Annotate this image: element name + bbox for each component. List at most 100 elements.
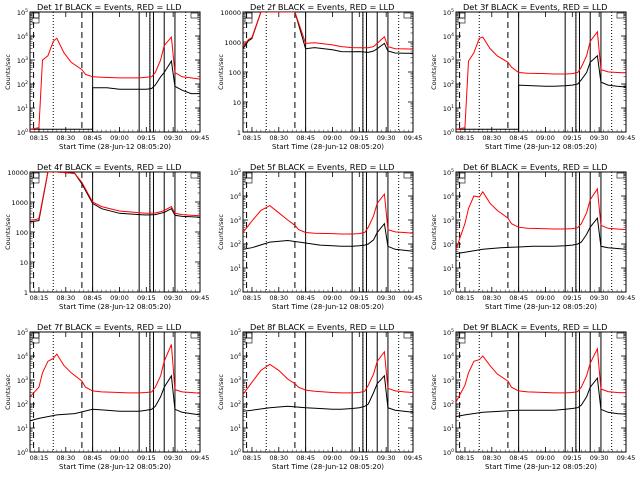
y-axis-label: Counts/sec [430, 214, 438, 250]
legend-box-events [31, 172, 40, 179]
y-tick-label: 104 [443, 352, 454, 361]
plot-data-area [456, 332, 626, 452]
y-tick-label: 104 [17, 352, 28, 361]
x-tick-label: 09:00 [110, 454, 129, 462]
series-line-lld [456, 346, 626, 403]
detector-panel-5: Det 5f BLACK = Events, RED = LLD 100 101 10… [217, 162, 422, 311]
x-tick-label: 09:15 [137, 454, 156, 462]
y-tick-label: 103 [230, 216, 241, 225]
y-tick-label: 100 [443, 128, 454, 137]
y-axis-label: Counts/sec [4, 54, 12, 90]
x-tick-label: 08:30 [269, 294, 288, 302]
series-line-events [243, 12, 413, 54]
x-tick-label: 08:45 [509, 454, 528, 462]
x-tick-label: 08:15 [456, 294, 475, 302]
y-tick-label: 101 [443, 264, 454, 273]
x-axis-label: Start Time (28-Jun-12 08:05:20) [59, 143, 171, 151]
x-tick-label: 08:45 [83, 454, 102, 462]
y-tick-label: 101 [443, 424, 454, 433]
x-tick-label: 08:30 [56, 294, 75, 302]
series-line-lld [456, 187, 626, 250]
y-tick-label: 104 [230, 352, 241, 361]
x-tick-label: 08:45 [296, 294, 315, 302]
x-tick-label: 09:45 [404, 134, 423, 142]
legend-box-right [403, 12, 412, 19]
y-tick-label: 100 [16, 229, 28, 237]
x-tick-label: 08:30 [482, 454, 501, 462]
panel-title: Det 7f BLACK = Events, RED = LLD [37, 322, 181, 332]
x-tick-label: 09:45 [191, 134, 210, 142]
x-tick-label: 09:45 [617, 294, 636, 302]
y-tick-label: 105 [17, 8, 28, 17]
legend-box-right [403, 332, 412, 339]
y-axis-label: Counts/sec [217, 54, 225, 90]
legend-box-lld [457, 337, 466, 344]
x-tick-label: 09:15 [563, 454, 582, 462]
y-tick-label: 105 [443, 8, 454, 17]
x-tick-label: 08:45 [296, 134, 315, 142]
legend-box-lld [244, 337, 253, 344]
y-tick-label: 10 [20, 259, 28, 267]
legend-box-lld [31, 177, 40, 184]
panel-title: Det 9f BLACK = Events, RED = LLD [463, 322, 607, 332]
legend-box-right [190, 172, 199, 179]
y-tick-label: 101 [17, 104, 28, 113]
detector-panel-7: Det 7f BLACK = Events, RED = LLD 100 101 10… [4, 322, 209, 471]
y-tick-label: 104 [443, 32, 454, 41]
y-tick-label: 101 [230, 424, 241, 433]
x-tick-label: 09:15 [350, 454, 369, 462]
x-tick-label: 08:30 [56, 454, 75, 462]
x-tick-label: 09:30 [590, 454, 609, 462]
legend-box-right [403, 172, 412, 179]
y-axis-label: Counts/sec [217, 214, 225, 250]
y-tick-label: 103 [443, 376, 454, 385]
y-tick-label: 1000 [11, 199, 28, 207]
x-tick-label: 08:15 [456, 454, 475, 462]
y-tick-label: 100 [230, 288, 241, 297]
y-tick-label: 101 [443, 104, 454, 113]
x-axis-label: Start Time (28-Jun-12 08:05:20) [485, 143, 597, 151]
x-tick-label: 09:30 [164, 134, 183, 142]
x-tick-label: 09:30 [590, 134, 609, 142]
series-line-lld [456, 30, 626, 130]
panel-title: Det 8f BLACK = Events, RED = LLD [250, 322, 394, 332]
x-tick-label: 08:30 [482, 294, 501, 302]
plot-data-area [243, 172, 413, 292]
x-tick-label: 08:15 [243, 134, 262, 142]
y-tick-label: 102 [230, 240, 241, 249]
x-tick-label: 09:45 [404, 294, 423, 302]
y-tick-label: 105 [230, 168, 241, 177]
x-axis-label: Start Time (28-Jun-12 08:05:20) [59, 463, 171, 471]
x-tick-label: 08:15 [243, 294, 262, 302]
x-tick-label: 09:30 [590, 294, 609, 302]
x-tick-label: 08:15 [30, 134, 49, 142]
x-tick-label: 09:30 [164, 454, 183, 462]
x-tick-label: 09:15 [350, 134, 369, 142]
x-tick-label: 08:45 [83, 134, 102, 142]
y-tick-label: 1000 [224, 39, 241, 47]
detector-panel-9: Det 9f BLACK = Events, RED = LLD 100 101 10… [430, 322, 635, 471]
detector-panel-3: Det 3f BLACK = Events, RED = LLD 100 101 10… [430, 2, 635, 151]
series-line-lld [243, 192, 413, 235]
y-tick-label: 105 [443, 168, 454, 177]
x-tick-label: 08:30 [269, 134, 288, 142]
x-axis-label: Start Time (28-Jun-12 08:05:20) [272, 143, 384, 151]
plot-data-area [456, 12, 626, 132]
y-tick-label: 102 [17, 80, 28, 89]
x-tick-label: 09:45 [617, 454, 636, 462]
x-tick-label: 09:00 [536, 134, 555, 142]
legend-box-events [244, 12, 253, 19]
plot-data-area [30, 332, 200, 452]
y-tick-label: 101 [17, 424, 28, 433]
y-tick-label: 103 [230, 376, 241, 385]
x-tick-label: 09:00 [536, 294, 555, 302]
y-tick-label: 104 [17, 32, 28, 41]
detector-panel-8: Det 8f BLACK = Events, RED = LLD 100 101 10… [217, 322, 422, 471]
x-axis-label: Start Time (28-Jun-12 08:05:20) [485, 303, 597, 311]
y-tick-label: 10000 [7, 169, 28, 177]
x-tick-label: 09:00 [323, 294, 342, 302]
y-tick-label: 105 [230, 328, 241, 337]
x-tick-label: 09:00 [536, 454, 555, 462]
plot-data-area [243, 12, 413, 132]
